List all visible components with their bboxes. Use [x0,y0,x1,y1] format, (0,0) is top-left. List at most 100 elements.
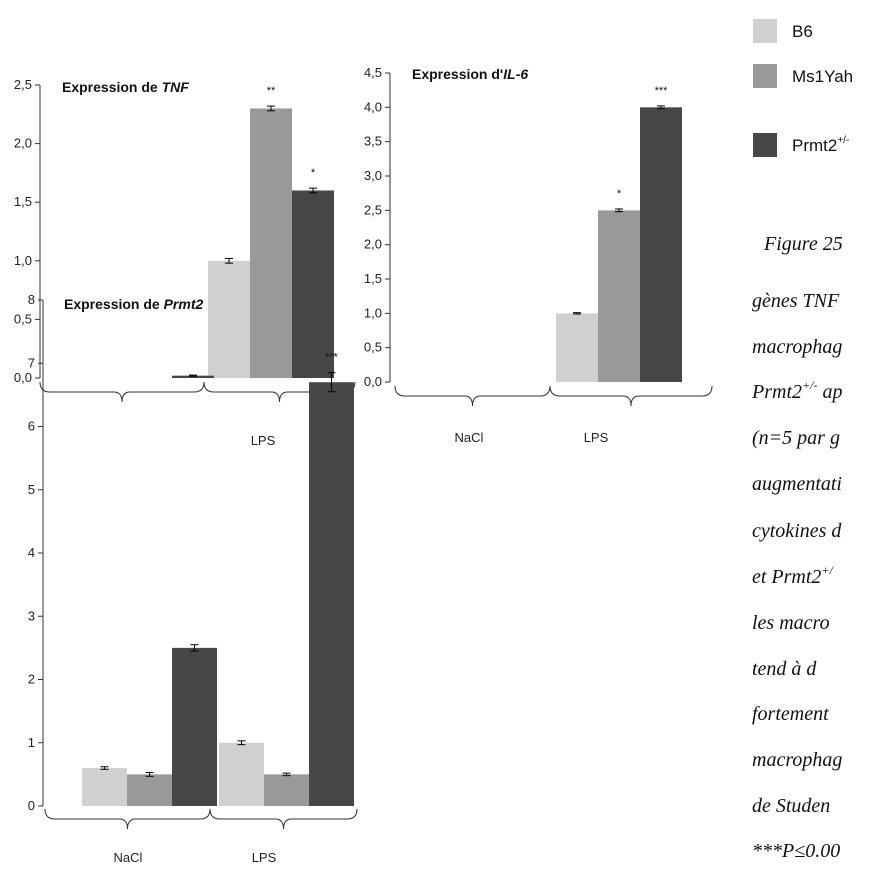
legend-label-text: Ms1Yah [792,67,853,86]
legend-label-text: Prmt2 [792,136,837,155]
y-tick-label: 3 [28,608,35,623]
bar [598,210,640,382]
y-tick-label: 1,0 [364,305,382,320]
caption-text: (n=5 par g [752,427,840,449]
caption-text: fortement [752,703,829,725]
caption-line: et Prmt2+/ [752,563,835,588]
caption-line: Prmt2+/- ap [751,378,842,403]
figure-caption: Figure 25 gènes TNF macrophag Prmt2+/- ap (n… [751,233,843,862]
caption-line: de Studen [752,795,830,817]
chart-title-gene: IL-6 [503,66,528,82]
group-label: LPS [584,430,609,445]
chart-title-gene: Prmt2 [164,296,204,312]
significance-marker: * [617,188,622,200]
bar [640,107,682,382]
group-brace [39,381,205,403]
caption-text: de Studen [752,795,830,817]
bar [292,190,334,378]
chart-title-prefix: Expression d' [412,66,503,82]
caption-text: ***P≤0.00 [752,840,840,862]
y-tick-label: 3,0 [364,168,382,183]
group-brace [209,808,358,830]
chart-title: Expression de Prmt2 [64,296,203,312]
bar [250,108,292,378]
y-tick-label: 7 [28,355,35,370]
y-tick-label: 1 [28,735,35,750]
legend-label-superscript: +/- [837,135,849,146]
bar [556,313,598,382]
y-tick-label: 0,0 [364,374,382,389]
caption-text: tend à d [752,658,817,680]
significance-marker: ** [267,85,276,97]
caption-line: macrophag [752,749,842,771]
group-label: LPS [252,850,277,865]
caption-superscript: +/ [821,563,834,577]
chart-title: Expression d'IL-6 [412,66,528,82]
y-tick-label: 4,5 [364,65,382,80]
y-tick-label: 0,5 [364,340,382,355]
charts-layer: 0,00,51,01,52,02,5 Expression de TNF ***LP… [14,65,713,865]
group-brace [44,808,211,830]
caption-line: Figure 25 [763,233,843,255]
bar [82,768,127,806]
caption-text: et Prmt2 [752,566,821,588]
legend-swatch [753,19,777,43]
chart-2: 0,0 0,5 1,0 1,5 2,0 2,5 3,0 3,5 4,0 4,5 Expression… [364,65,713,445]
bar [309,382,354,806]
y-tick-label: 8 [28,292,35,307]
caption-text: cytokines d [752,520,842,542]
legend-label: B6 [792,22,813,41]
group-brace [549,385,713,407]
chart-1: 0,00,51,01,52,02,5 Expression de TNF ***LP… [14,77,356,448]
group-label: LPS [251,433,276,448]
y-tick-label: 6 [28,419,35,434]
chart-title-prefix: Expression de [62,79,162,95]
legend-label: Prmt2+/- [792,135,849,155]
caption-superscript: +/- [802,378,817,392]
chart-title-prefix: Expression de [64,296,164,312]
y-tick-label: 2,0 [364,237,382,252]
y-tick-label: 3,5 [364,134,382,149]
caption-line: augmentati [752,473,842,495]
y-tick-label: 2 [28,672,35,687]
y-tick-label: 4 [28,545,35,560]
group-label: NaCl [114,850,143,865]
y-tick-label: 2,0 [14,136,32,151]
legend-swatch [753,64,777,88]
caption-text: Figure 25 [763,233,843,255]
y-tick-label: 1,0 [14,253,32,268]
bar [172,647,217,806]
significance-marker: *** [655,85,669,97]
y-tick-label: 1,5 [364,271,382,286]
group-brace [394,385,551,407]
caption-line: tend à d [752,658,817,680]
legend: B6 Ms1Yah Prmt2+/- [753,19,853,157]
y-tick-label: 5 [28,482,35,497]
bar [219,742,264,806]
y-tick-label: 0,5 [14,311,32,326]
significance-marker: *** [325,352,339,364]
caption-text: Prmt2 [751,381,802,403]
caption-text-rest: ap [817,381,842,403]
caption-line: cytokines d [752,520,842,542]
group-label: NaCl [455,430,484,445]
y-tick-label: 4,0 [364,99,382,114]
caption-text: les macro [752,612,830,634]
legend-swatch [753,133,777,157]
bar [172,375,214,378]
caption-line: macrophag [752,336,842,358]
chart-title: Expression de TNF [62,79,189,95]
y-tick-label: 0 [28,798,35,813]
y-tick-label: 2,5 [364,202,382,217]
y-tick-label: 0,0 [14,370,32,385]
legend-label: Ms1Yah [792,67,853,86]
caption-line: gènes TNF [752,290,840,312]
caption-text: macrophag [752,336,842,358]
caption-text: gènes TNF [752,290,840,312]
chart-title-gene: TNF [162,79,190,95]
significance-marker: * [311,167,316,179]
bar [264,774,309,806]
y-tick-label: 2,5 [14,77,32,92]
y-tick-label: 1,5 [14,194,32,209]
caption-line: les macro [752,612,830,634]
